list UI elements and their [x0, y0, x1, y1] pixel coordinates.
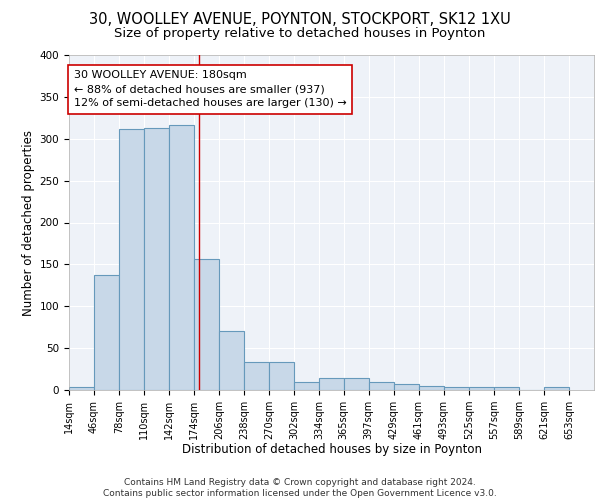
- Bar: [419, 386, 444, 390]
- Bar: [494, 388, 519, 390]
- Bar: [144, 128, 169, 390]
- Bar: [119, 128, 144, 390]
- X-axis label: Distribution of detached houses by size in Poynton: Distribution of detached houses by size …: [182, 444, 482, 456]
- Bar: [344, 378, 368, 390]
- Bar: [69, 386, 94, 390]
- Bar: [269, 362, 295, 390]
- Bar: [219, 330, 244, 390]
- Bar: [469, 388, 494, 390]
- Bar: [394, 384, 419, 390]
- Text: Size of property relative to detached houses in Poynton: Size of property relative to detached ho…: [115, 28, 485, 40]
- Bar: [194, 258, 219, 390]
- Bar: [169, 124, 194, 390]
- Bar: [244, 362, 269, 390]
- Y-axis label: Number of detached properties: Number of detached properties: [22, 130, 35, 316]
- Bar: [368, 382, 394, 390]
- Bar: [444, 388, 469, 390]
- Bar: [319, 378, 344, 390]
- Bar: [544, 388, 569, 390]
- Bar: [94, 276, 119, 390]
- Bar: [295, 382, 319, 390]
- Text: Contains HM Land Registry data © Crown copyright and database right 2024.
Contai: Contains HM Land Registry data © Crown c…: [103, 478, 497, 498]
- Text: 30 WOOLLEY AVENUE: 180sqm
← 88% of detached houses are smaller (937)
12% of semi: 30 WOOLLEY AVENUE: 180sqm ← 88% of detac…: [74, 70, 346, 108]
- Text: 30, WOOLLEY AVENUE, POYNTON, STOCKPORT, SK12 1XU: 30, WOOLLEY AVENUE, POYNTON, STOCKPORT, …: [89, 12, 511, 28]
